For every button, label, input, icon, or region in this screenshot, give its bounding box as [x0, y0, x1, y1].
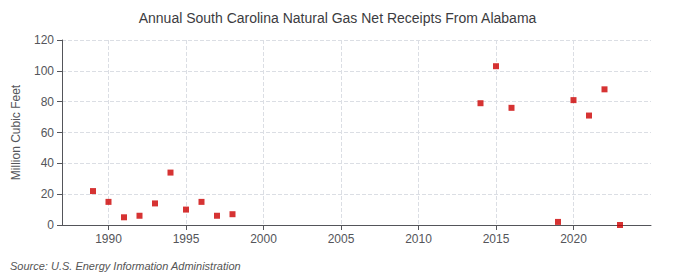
svg-text:2020: 2020: [560, 232, 587, 246]
svg-text:1990: 1990: [95, 232, 122, 246]
svg-text:Annual South Carolina Natural: Annual South Carolina Natural Gas Net Re…: [139, 10, 537, 26]
svg-text:40: 40: [41, 156, 55, 170]
svg-text:2010: 2010: [405, 232, 432, 246]
svg-text:60: 60: [41, 126, 55, 140]
svg-text:2005: 2005: [328, 232, 355, 246]
svg-text:100: 100: [34, 64, 54, 78]
svg-text:20: 20: [41, 187, 55, 201]
svg-text:0: 0: [47, 218, 54, 232]
svg-text:120: 120: [34, 33, 54, 47]
svg-text:80: 80: [41, 95, 55, 109]
svg-text:Source: U.S. Energy Informatio: Source: U.S. Energy Information Administ…: [10, 260, 241, 272]
svg-text:1995: 1995: [173, 232, 200, 246]
svg-text:Million Cubic Feet: Million Cubic Feet: [9, 84, 23, 180]
svg-text:2015: 2015: [483, 232, 510, 246]
svg-text:2000: 2000: [250, 232, 277, 246]
